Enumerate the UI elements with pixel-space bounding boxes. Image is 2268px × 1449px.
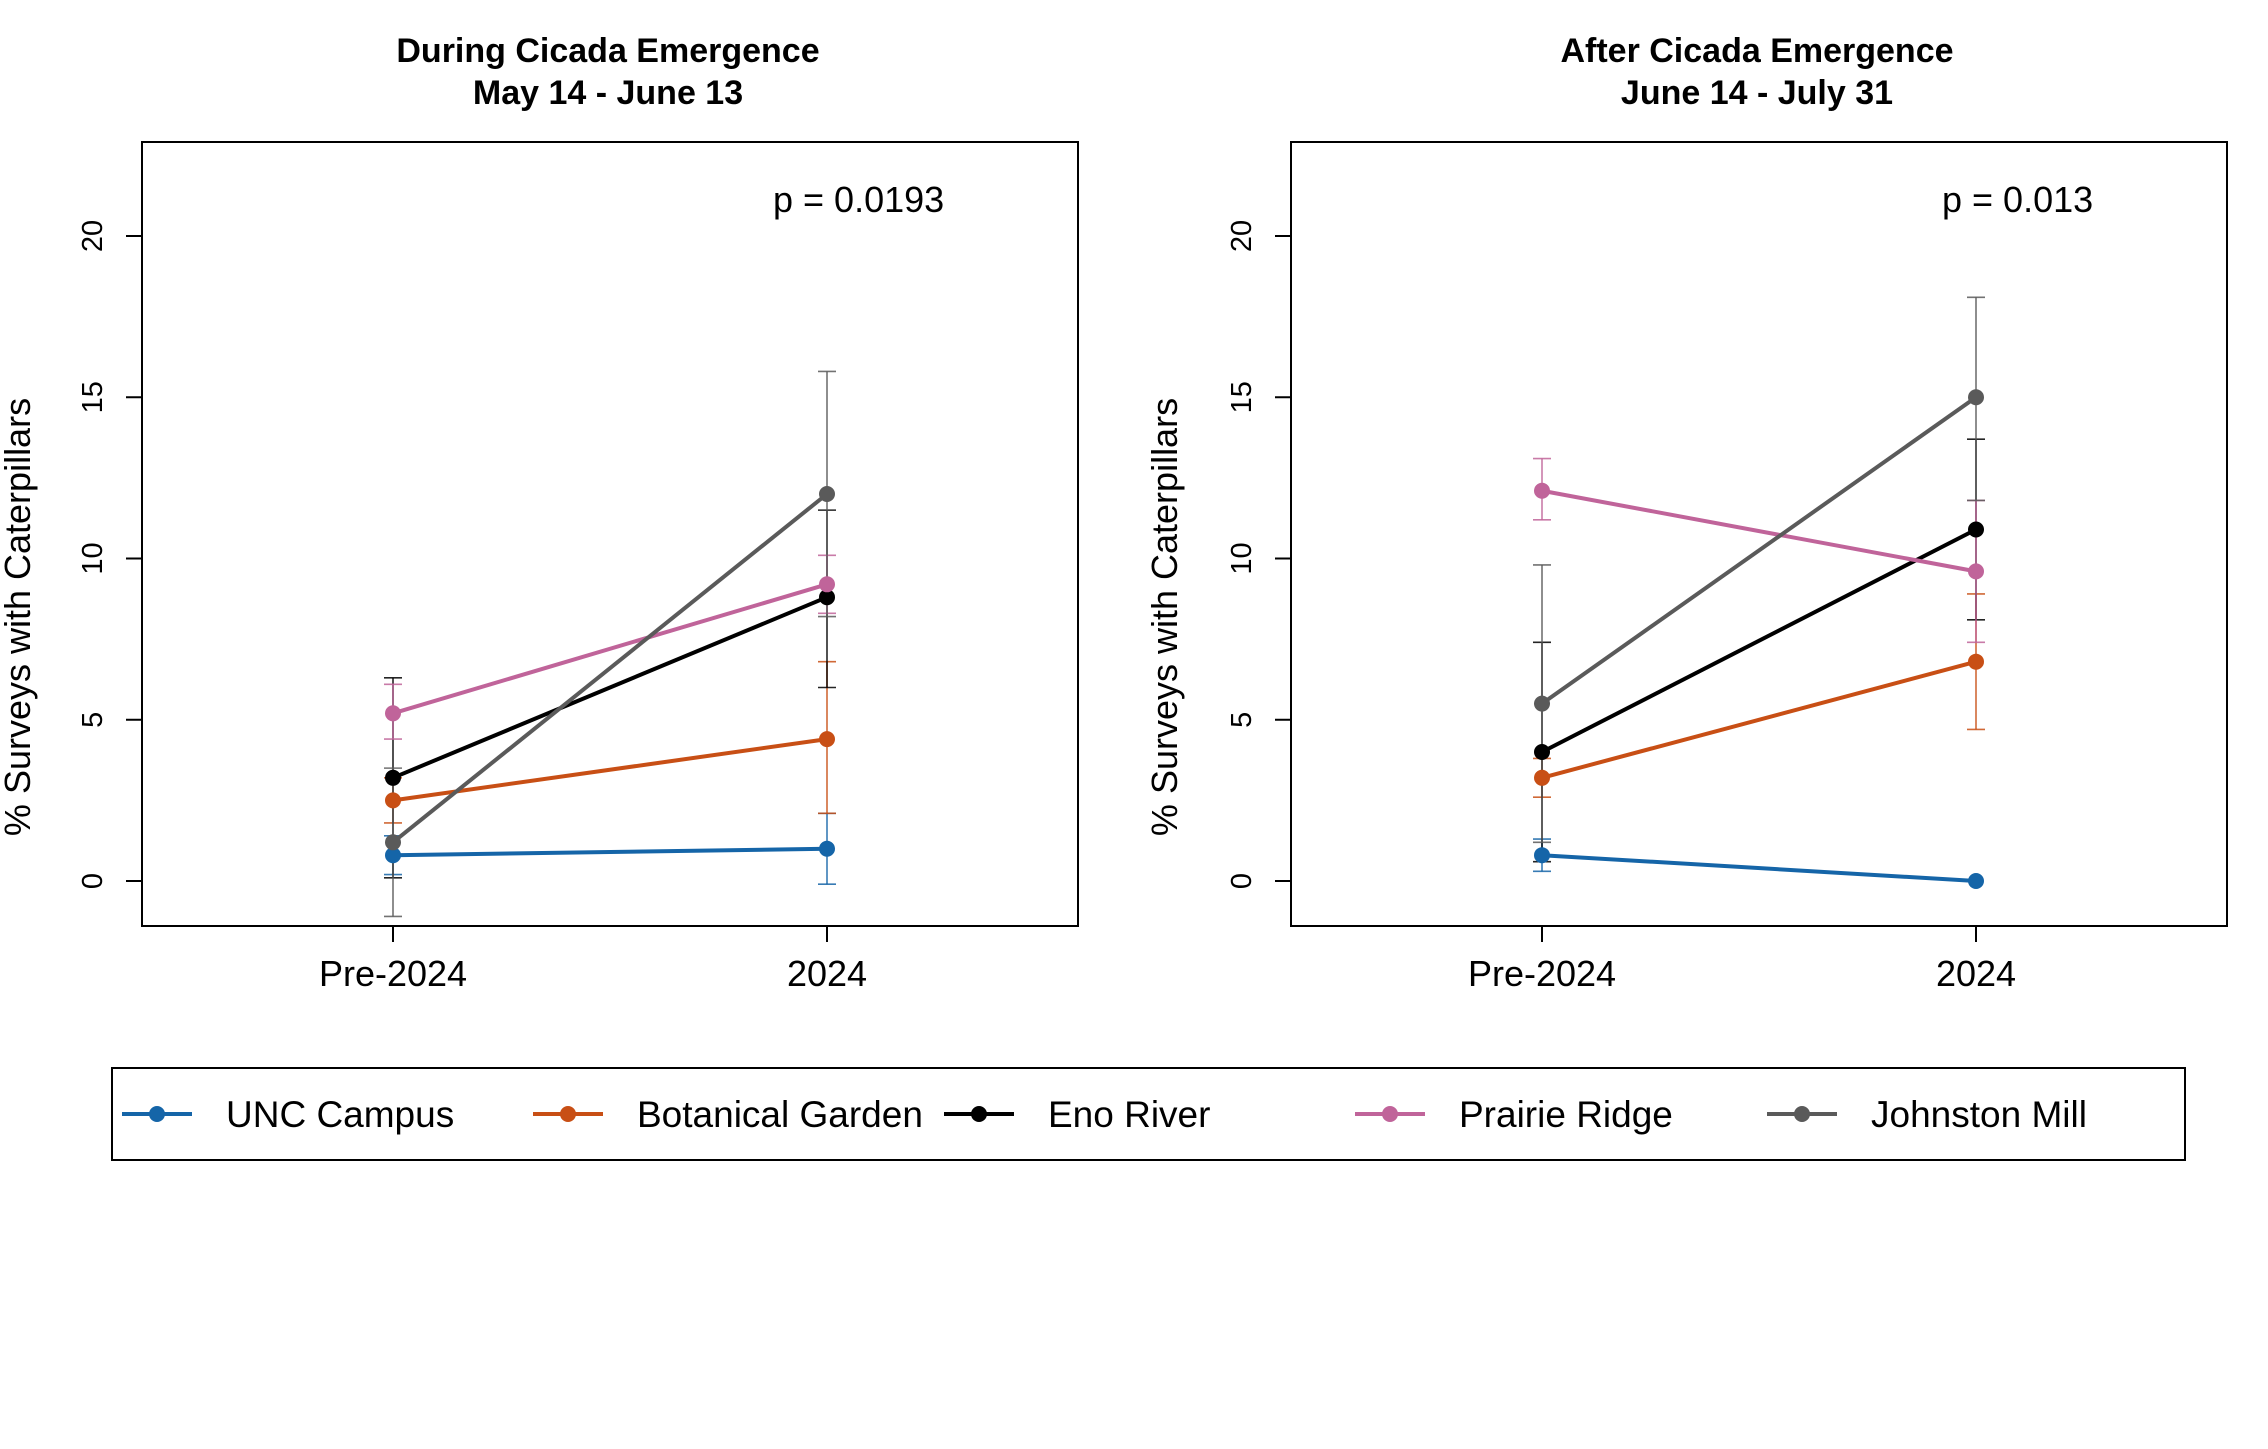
data-point <box>1534 769 1550 786</box>
panel-subtitle: June 14 - July 31 <box>1621 74 1893 112</box>
data-point <box>385 792 401 809</box>
x-tick-label: Pre-2024 <box>1468 953 1616 994</box>
y-tick-label: 20 <box>1226 220 1258 252</box>
y-tick-label: 10 <box>77 542 109 574</box>
data-point <box>819 840 835 857</box>
data-point <box>385 705 401 722</box>
legend-item: Prairie Ridge <box>1355 1094 1673 1135</box>
plot-frame <box>1290 141 2228 927</box>
x-tick-label: 2024 <box>1936 953 2016 994</box>
panel-title: After Cicada Emergence <box>1560 32 1953 70</box>
y-tick-label: 5 <box>77 712 109 728</box>
data-point <box>385 834 401 851</box>
data-point <box>1968 653 1984 670</box>
data-point <box>1968 521 1984 538</box>
x-tick-label: Pre-2024 <box>319 953 467 994</box>
legend-label: Botanical Garden <box>637 1094 923 1135</box>
data-point <box>385 769 401 786</box>
plot-area: 0 5 10 15 20 Pre-2024 2024 <box>1226 141 2228 994</box>
data-point <box>1534 744 1550 760</box>
legend-swatch-point <box>971 1106 987 1122</box>
p-value-annotation: p = 0.0193 <box>773 179 944 220</box>
legend-item: UNC Campus <box>122 1094 454 1135</box>
legend-items: UNC Campus Botanical Garden Eno River Prair… <box>122 1094 2087 1135</box>
data-point <box>1534 847 1550 864</box>
legend-label: Prairie Ridge <box>1459 1094 1673 1135</box>
series-line <box>1541 659 1977 780</box>
legend-box <box>111 1067 2186 1161</box>
series-line <box>1541 488 1977 574</box>
legend-swatch-point <box>1382 1106 1398 1122</box>
data-point <box>1534 482 1550 499</box>
series-line <box>1541 527 1977 754</box>
y-tick-label: 15 <box>77 381 109 413</box>
legend-label: Eno River <box>1048 1094 1210 1135</box>
data-point <box>1968 873 1984 889</box>
data-point <box>1968 389 1984 406</box>
series-line <box>392 582 828 716</box>
legend-label: UNC Campus <box>226 1094 454 1135</box>
data-point <box>385 847 401 864</box>
legend-swatch-point <box>560 1106 576 1122</box>
y-tick-label: 15 <box>1226 381 1258 413</box>
plot-frame <box>141 141 1079 927</box>
plot-area: 0 5 10 15 20 Pre-2024 2024 <box>77 141 1079 994</box>
series-line <box>392 595 828 780</box>
series-line <box>1541 853 1977 883</box>
panel-title: During Cicada Emergence <box>396 32 819 70</box>
data-point <box>819 486 835 502</box>
panel-during: During Cicada Emergence May 14 - June 13… <box>0 32 1079 994</box>
y-tick-label: 0 <box>1226 873 1258 889</box>
y-tick-label: 10 <box>1226 542 1258 574</box>
data-point <box>819 576 835 593</box>
y-axis-label: % Surveys with Caterpillars <box>0 398 38 836</box>
legend: UNC Campus Botanical Garden Eno River Prair… <box>111 1067 2186 1161</box>
y-tick-label: 0 <box>77 873 109 889</box>
data-point <box>1968 563 1984 580</box>
x-tick-label: 2024 <box>787 953 867 994</box>
legend-item: Eno River <box>944 1094 1210 1135</box>
data-point <box>819 731 835 748</box>
y-axis-label: % Surveys with Caterpillars <box>1144 398 1185 836</box>
data-point <box>1534 695 1550 712</box>
y-tick-label: 5 <box>1226 712 1258 728</box>
data-point <box>819 589 835 606</box>
series-line <box>1540 395 1978 706</box>
series-line <box>391 492 829 844</box>
series-line <box>392 737 828 803</box>
panel-subtitle: May 14 - June 13 <box>473 74 743 112</box>
p-value-annotation: p = 0.013 <box>1942 179 2093 220</box>
legend-label: Johnston Mill <box>1871 1094 2087 1135</box>
legend-item: Johnston Mill <box>1767 1094 2087 1135</box>
legend-item: Botanical Garden <box>533 1094 923 1135</box>
legend-swatch-point <box>1794 1106 1810 1122</box>
series-line <box>392 846 828 858</box>
legend-swatch-point <box>149 1106 165 1122</box>
y-tick-label: 20 <box>77 220 109 252</box>
panel-after: After Cicada Emergence June 14 - July 31… <box>1144 32 2228 994</box>
